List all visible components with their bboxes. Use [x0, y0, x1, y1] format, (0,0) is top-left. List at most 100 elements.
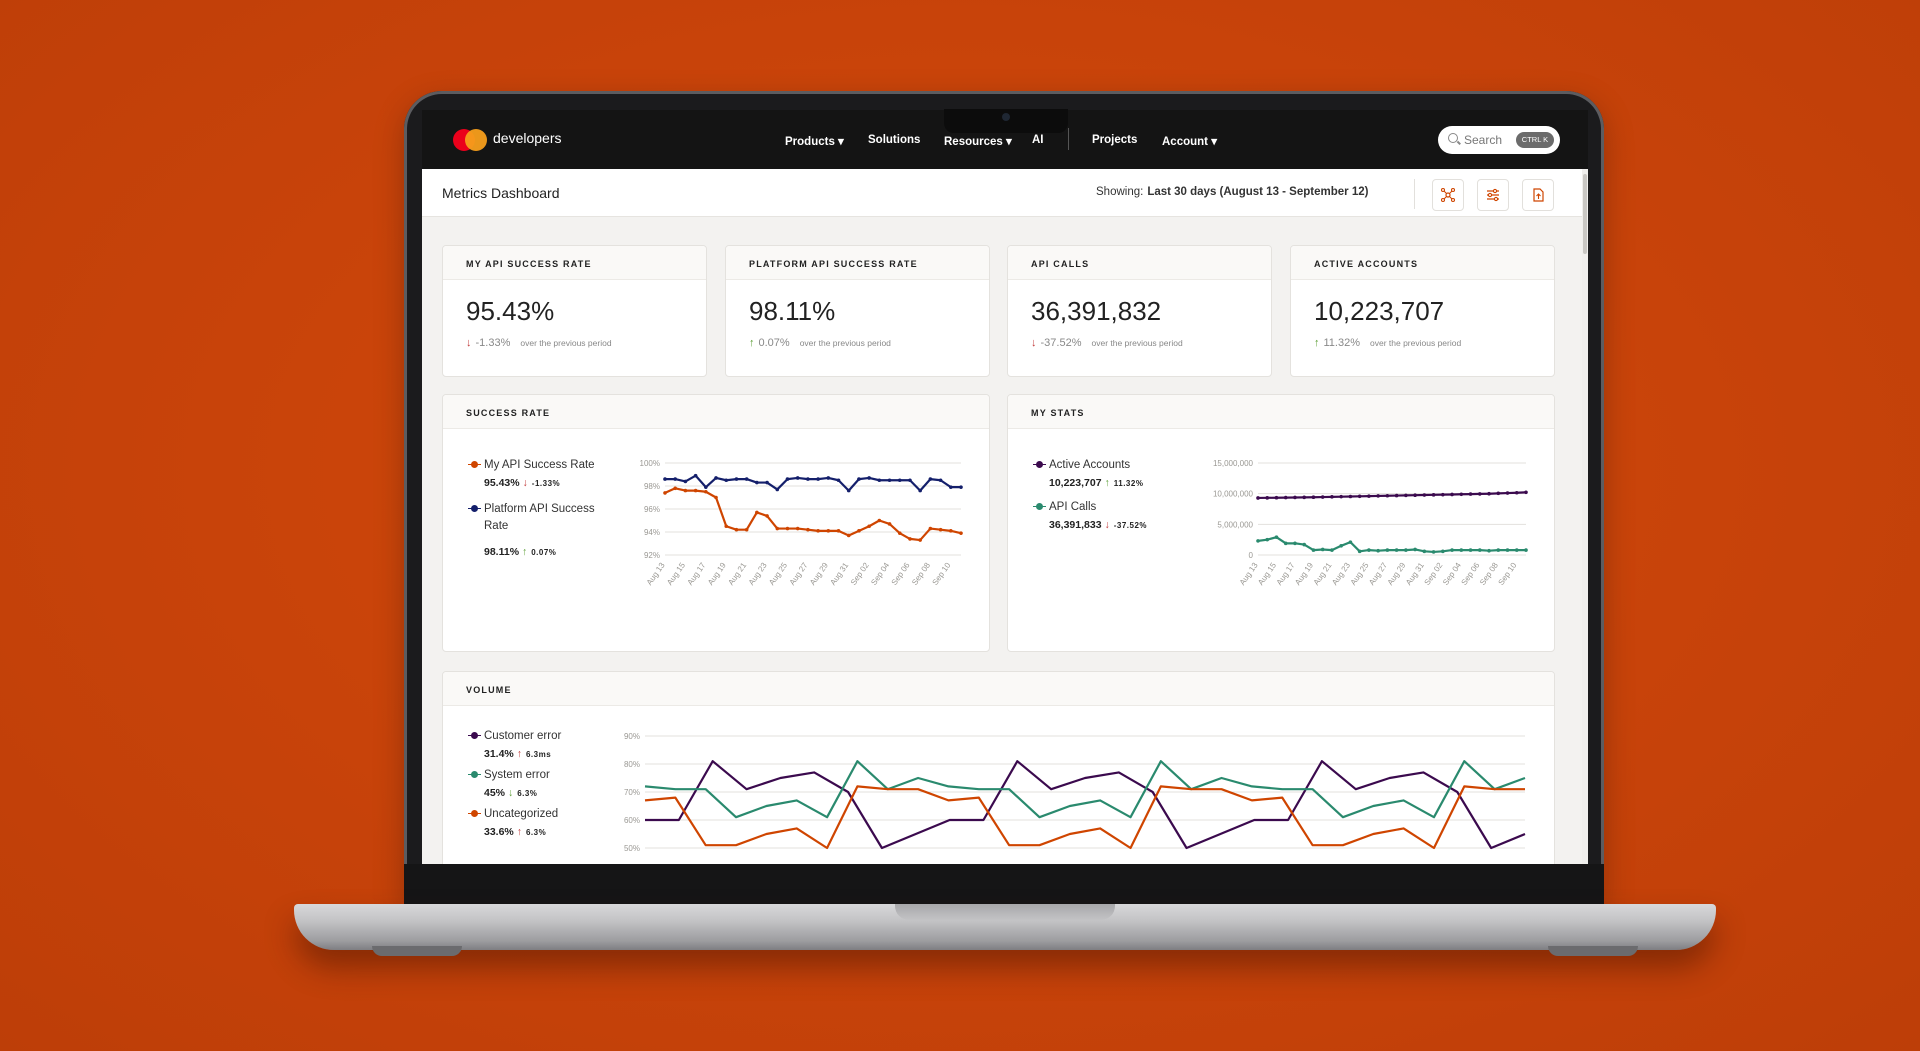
- data-point: [1311, 495, 1316, 500]
- data-point: [959, 531, 963, 535]
- filter-button[interactable]: [1477, 179, 1509, 211]
- nav-divider: [1068, 128, 1069, 150]
- legend-item[interactable]: Customer error: [468, 730, 561, 742]
- data-point: [673, 477, 678, 481]
- legend-value: 33.6% ↑ 6.3%: [484, 826, 547, 838]
- y-tick-label: 0: [1249, 551, 1254, 560]
- data-point: [1283, 541, 1288, 546]
- data-point: [1376, 548, 1380, 553]
- data-point: [693, 473, 698, 478]
- data-point: [1283, 495, 1288, 500]
- nav-ai[interactable]: AI: [1032, 134, 1044, 146]
- nav-projects[interactable]: Projects: [1092, 134, 1138, 146]
- arrow-down-icon: ↓: [1104, 519, 1110, 531]
- arrow-up-icon: ↑: [521, 546, 528, 558]
- data-point: [928, 526, 933, 531]
- search-input[interactable]: Search CTRL K: [1438, 126, 1560, 154]
- series-line: [1257, 536, 1526, 554]
- kpi-value: 98.11%: [749, 296, 836, 326]
- legend-value: 31.4% ↑ 6.3ms: [484, 748, 552, 760]
- chart-title: MY STATS: [1008, 395, 1554, 429]
- data-point: [867, 524, 871, 529]
- dashboard-header: Metrics Dashboard Showing: Last 30 days (…: [422, 169, 1588, 217]
- sliders-icon: [1487, 188, 1499, 202]
- export-button[interactable]: [1522, 179, 1554, 211]
- search-placeholder: Search: [1464, 133, 1503, 147]
- data-point: [744, 477, 749, 481]
- chart-title: VOLUME: [443, 672, 1554, 706]
- data-point: [1367, 494, 1371, 498]
- legend-item[interactable]: My API Success Rate: [468, 459, 595, 471]
- file-export-icon: [1533, 188, 1544, 202]
- data-point: [1302, 542, 1307, 547]
- data-point: [1394, 493, 1399, 498]
- data-point: [1339, 494, 1343, 499]
- data-point: [1459, 548, 1464, 552]
- nav-resources[interactable]: Resources ▾: [944, 136, 1012, 148]
- data-point: [704, 489, 708, 494]
- date-range-selector[interactable]: Showing: Last 30 days (August 13 - Septem…: [1096, 186, 1369, 198]
- arrow-down-icon: ↓: [466, 337, 472, 349]
- data-point: [724, 524, 729, 529]
- data-point: [1385, 548, 1390, 552]
- data-point: [1367, 548, 1371, 552]
- data-point: [734, 527, 739, 532]
- data-point: [1357, 549, 1362, 554]
- data-point: [1293, 495, 1297, 500]
- data-point: [836, 529, 841, 533]
- data-point: [1496, 548, 1501, 552]
- data-point: [1441, 549, 1445, 554]
- nav-solutions[interactable]: Solutions: [868, 134, 921, 146]
- legend-item[interactable]: System error: [468, 769, 550, 781]
- series-marker-icon: [1033, 503, 1046, 511]
- data-point: [1450, 548, 1454, 552]
- laptop-foot: [372, 946, 462, 956]
- data-point: [693, 488, 698, 493]
- series-marker-icon: [468, 771, 481, 779]
- chevron-down-icon: ▾: [1211, 136, 1217, 148]
- arrow-down-icon: ↓: [507, 787, 514, 799]
- mastercard-logo-icon[interactable]: [453, 129, 489, 151]
- kpi-title: ACTIVE ACCOUNTS: [1291, 246, 1554, 280]
- data-point: [816, 477, 820, 481]
- data-point: [867, 476, 871, 480]
- x-tick-label: Sep 06: [890, 561, 912, 587]
- x-tick-label: Aug 29: [808, 561, 830, 587]
- data-point: [663, 491, 667, 495]
- data-point: [1441, 492, 1445, 497]
- scrollbar-thumb[interactable]: [1583, 174, 1587, 254]
- legend-item[interactable]: Uncategorized: [468, 808, 558, 820]
- scrollbar[interactable]: [1582, 169, 1588, 864]
- connections-button[interactable]: [1432, 179, 1464, 211]
- data-point: [775, 487, 780, 492]
- data-point: [846, 488, 851, 493]
- volume-chart: 90% 80% 70% 60% 50%: [624, 732, 1526, 853]
- data-point: [673, 486, 678, 491]
- nav-account[interactable]: Account ▾: [1162, 136, 1217, 148]
- data-point: [785, 477, 790, 481]
- data-point: [938, 527, 943, 532]
- data-point: [1320, 547, 1325, 552]
- x-tick-label: Aug 31: [828, 561, 850, 587]
- brand-name[interactable]: developers: [493, 130, 562, 146]
- y-tick-label: 5,000,000: [1217, 520, 1253, 529]
- series-line: [644, 785, 1525, 850]
- kpi-value: 95.43%: [466, 296, 555, 326]
- legend-item[interactable]: Platform API Success Rate: [468, 501, 611, 535]
- data-point: [1487, 491, 1491, 496]
- data-point: [1468, 492, 1473, 496]
- legend-item[interactable]: API Calls: [1033, 501, 1096, 513]
- laptop-foot: [1548, 946, 1638, 956]
- data-point: [1514, 490, 1519, 495]
- nav-products[interactable]: Products ▾: [785, 136, 844, 148]
- y-tick-label: 50%: [624, 844, 640, 853]
- series-marker-icon: [1033, 461, 1046, 469]
- data-point: [877, 518, 882, 523]
- data-point: [918, 488, 922, 493]
- data-point: [1477, 492, 1482, 496]
- legend-item[interactable]: Active Accounts: [1033, 459, 1130, 471]
- y-tick-label: 98%: [644, 482, 660, 491]
- data-point: [765, 514, 769, 518]
